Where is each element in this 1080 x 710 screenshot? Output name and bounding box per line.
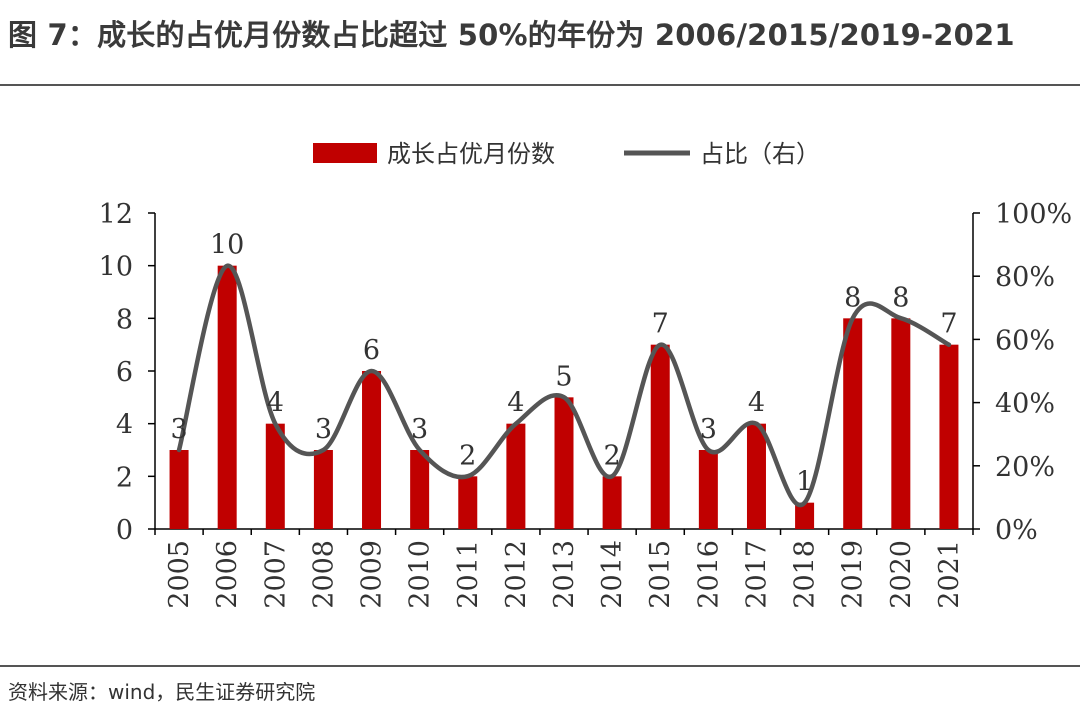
legend: 成长占优月份数 占比（右）: [313, 140, 820, 168]
data-label: 10: [210, 230, 244, 261]
legend-line-label: 占比（右）: [700, 140, 820, 168]
data-label: 1: [796, 467, 813, 498]
source-note: 资料来源：wind，民生证券研究院: [8, 680, 316, 704]
data-label: 3: [315, 414, 332, 445]
bar: [939, 344, 959, 529]
bar: [410, 450, 430, 529]
x-tick-label: 2015: [645, 540, 676, 609]
ratio-line-path: [176, 263, 952, 508]
x-tick-label: 2008: [308, 540, 339, 609]
data-label: 7: [940, 309, 957, 340]
bar: [650, 344, 670, 529]
x-tick-label: 2009: [357, 540, 388, 609]
left-tick-label: 6: [116, 357, 133, 388]
left-tick-label: 12: [99, 199, 133, 230]
data-label: 8: [892, 282, 909, 313]
ratio-line: [176, 263, 952, 508]
data-label: 3: [170, 414, 187, 445]
bar-line-chart: 成长占优月份数 占比（右） 0246810120%20%40%60%80%100…: [99, 140, 1073, 609]
bar: [506, 423, 526, 529]
bar: [602, 476, 622, 529]
bar: [265, 423, 285, 529]
bar: [891, 318, 911, 529]
data-label: 7: [652, 309, 669, 340]
left-tick-label: 8: [116, 304, 133, 335]
data-label: 8: [844, 282, 861, 313]
left-tick-label: 10: [99, 252, 133, 283]
bar: [169, 450, 189, 529]
right-tick-label: 60%: [995, 325, 1055, 356]
left-tick-label: 0: [116, 515, 133, 546]
data-label: 4: [507, 388, 524, 419]
right-tick-label: 100%: [995, 199, 1072, 230]
left-tick-label: 4: [116, 410, 133, 441]
data-label: 3: [411, 414, 428, 445]
x-tick-label: 2011: [453, 540, 484, 609]
data-label: 4: [267, 388, 284, 419]
right-tick-label: 80%: [995, 262, 1055, 293]
x-tick-label: 2019: [838, 540, 869, 609]
legend-bar-swatch: [313, 143, 377, 163]
x-tick-label: 2006: [212, 540, 243, 609]
right-tick-label: 0%: [995, 515, 1038, 546]
right-tick-label: 40%: [995, 389, 1055, 420]
x-tick-label: 2013: [549, 540, 580, 609]
x-tick-label: 2017: [741, 540, 772, 609]
right-tick-label: 20%: [995, 452, 1055, 483]
x-tick-label: 2012: [501, 540, 532, 609]
data-label: 2: [459, 440, 476, 471]
x-tick-label: 2014: [597, 540, 628, 609]
x-tick-label: 2020: [886, 540, 917, 609]
x-tick-label: 2010: [405, 540, 436, 609]
bar: [746, 423, 766, 529]
figure-title: 图 7：成长的占优月份数占比超过 50%的年份为 2006/2015/2019-…: [8, 18, 1015, 52]
legend-bar-label: 成长占优月份数: [387, 140, 555, 168]
x-tick-label: 2007: [260, 540, 291, 609]
bar: [313, 450, 333, 529]
x-tick-label: 2005: [164, 540, 195, 609]
bars: [169, 265, 959, 529]
bar: [217, 265, 237, 529]
x-tick-label: 2016: [693, 540, 724, 609]
x-tick-label: 2018: [790, 540, 821, 609]
bar: [458, 476, 478, 529]
data-label: 5: [555, 361, 572, 392]
x-tick-label: 2021: [934, 540, 965, 609]
bottom-divider: [0, 665, 1080, 667]
data-label: 6: [363, 335, 380, 366]
left-tick-label: 2: [116, 462, 133, 493]
data-label: 4: [748, 388, 765, 419]
bar: [362, 371, 382, 529]
data-label: 2: [604, 440, 621, 471]
data-label: 3: [700, 414, 717, 445]
bar: [843, 318, 863, 529]
bar: [795, 502, 815, 529]
bar: [698, 450, 718, 529]
top-divider: [0, 84, 1080, 86]
bar: [554, 397, 574, 529]
